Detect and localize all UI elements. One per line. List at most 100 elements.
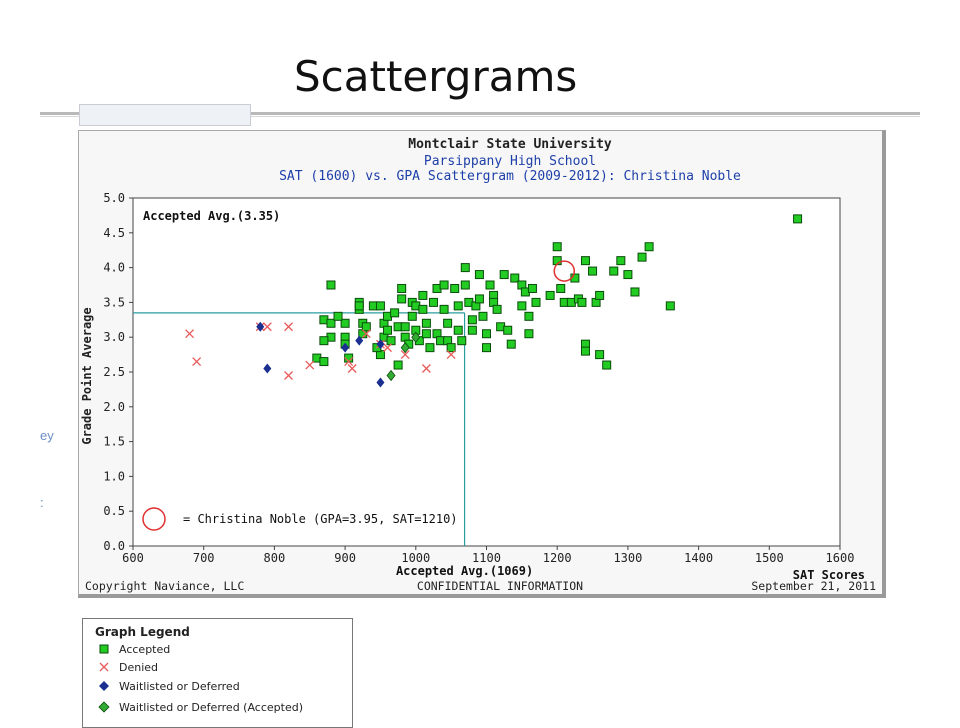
accepted-point xyxy=(418,290,428,300)
y-tick-label: 2.5 xyxy=(103,365,125,379)
denied-x-icon xyxy=(97,660,111,674)
accepted-point xyxy=(552,242,562,252)
denied-point xyxy=(284,371,293,380)
waitlisted-point xyxy=(376,339,385,350)
accepted-point xyxy=(510,273,520,283)
accepted-point xyxy=(428,297,438,307)
waitlisted-accepted-point xyxy=(400,341,410,354)
waitlisted-point xyxy=(256,321,265,332)
accepted-point xyxy=(340,318,350,328)
accepted-point xyxy=(580,256,590,266)
accepted-point xyxy=(602,360,612,370)
title-divider-shadow xyxy=(40,116,920,117)
x-tick-label: 600 xyxy=(122,551,144,565)
student-marker xyxy=(553,260,576,282)
accepted-point xyxy=(503,325,513,335)
denied-point xyxy=(446,350,456,360)
accepted-point xyxy=(517,301,527,311)
background-tab-fragment xyxy=(79,104,251,126)
accepted-point xyxy=(531,297,541,307)
legend-item-accepted: Accepted xyxy=(97,641,170,657)
accepted-point xyxy=(439,280,449,290)
waitlisted-point xyxy=(376,377,385,388)
legend-item-denied: Denied xyxy=(97,659,158,675)
chart-title: Montclair State University xyxy=(408,137,612,152)
x-tick-label: 1600 xyxy=(826,551,855,565)
side-text-fragment-2: : xyxy=(40,495,44,510)
waitlisted-diamond-icon xyxy=(97,679,111,693)
x-tick-label: 1400 xyxy=(684,551,713,565)
accepted-point xyxy=(457,336,467,346)
scattergram-chart: Montclair State University Parsippany Hi… xyxy=(80,137,876,593)
accepted-point xyxy=(450,283,460,293)
accepted-point xyxy=(467,315,477,325)
y-tick-label: 0.5 xyxy=(103,504,125,518)
student-legend-marker xyxy=(142,507,166,531)
denied-point xyxy=(305,360,315,370)
accepted-point xyxy=(361,322,371,332)
accepted-point xyxy=(506,339,516,349)
accepted-point xyxy=(623,270,633,280)
y-tick-label: 1.0 xyxy=(103,469,125,483)
denied-point xyxy=(185,329,195,339)
chart-subtitle-school: Parsippany High School xyxy=(424,154,596,169)
accepted-point xyxy=(577,297,587,307)
accepted-point xyxy=(319,357,329,367)
y-tick-label: 0.0 xyxy=(103,539,125,553)
accepted-point xyxy=(383,325,393,335)
graph-legend: Graph Legend Accepted Denied Waitlisted … xyxy=(82,618,353,728)
confidential-text: CONFIDENTIAL INFORMATION xyxy=(417,579,583,593)
accepted-point xyxy=(407,311,417,321)
accepted-point xyxy=(390,308,400,318)
x-tick-label: 1000 xyxy=(401,551,430,565)
accepted-point xyxy=(453,301,463,311)
slide-title: Scattergrams xyxy=(294,52,578,101)
accepted-point xyxy=(375,301,385,311)
x-tick-label: 700 xyxy=(193,551,215,565)
legend-label-accepted: Accepted xyxy=(119,642,171,656)
accepted-point xyxy=(439,304,449,314)
denied-point xyxy=(361,329,371,339)
title-divider xyxy=(40,112,920,115)
denied-point xyxy=(284,322,293,332)
x-tick-label: 1100 xyxy=(472,551,501,565)
accepted-point xyxy=(397,294,407,304)
accepted-point xyxy=(482,329,491,339)
accepted-point xyxy=(460,263,470,273)
accepted-point xyxy=(609,266,619,276)
waitlisted-accepted-diamond-icon xyxy=(97,700,111,714)
denied-point xyxy=(421,364,431,373)
x-axis-label: SAT Scores xyxy=(793,568,865,582)
accepted-point xyxy=(400,322,410,332)
accepted-point xyxy=(453,325,463,335)
denied-point xyxy=(383,343,392,353)
data-points xyxy=(185,214,803,388)
accepted-point xyxy=(474,294,484,304)
y-tick-label: 3.0 xyxy=(103,330,125,344)
scattergram-panel: Montclair State University Parsippany Hi… xyxy=(78,130,886,598)
accepted-point xyxy=(524,311,534,321)
accepted-point xyxy=(524,329,534,339)
waitlisted-point xyxy=(355,335,364,346)
accepted-point xyxy=(354,301,364,311)
accepted-point xyxy=(588,266,598,276)
legend-label-denied: Denied xyxy=(119,660,159,674)
legend-item-waitlisted-accepted: Waitlisted or Deferred (Accepted) xyxy=(97,699,303,715)
denied-point xyxy=(347,364,357,373)
y-axis-label: Grade Point Average xyxy=(80,307,94,444)
waitlisted-point xyxy=(263,363,272,374)
report-date: September 21, 2011 xyxy=(751,579,876,593)
copyright-text: Copyright Naviance, LLC xyxy=(85,579,244,593)
y-tick-label: 4.5 xyxy=(103,226,125,240)
legend-title: Graph Legend xyxy=(95,625,190,639)
accepted-point xyxy=(397,283,407,293)
accepted-point xyxy=(595,350,605,360)
accepted-point xyxy=(478,311,488,321)
y-tick-label: 5.0 xyxy=(103,191,125,205)
accepted-point xyxy=(326,280,336,290)
accepted-point xyxy=(425,343,435,353)
accepted-point xyxy=(793,214,803,224)
accepted-point xyxy=(446,343,456,353)
denied-point xyxy=(400,350,410,360)
denied-point xyxy=(344,357,354,367)
